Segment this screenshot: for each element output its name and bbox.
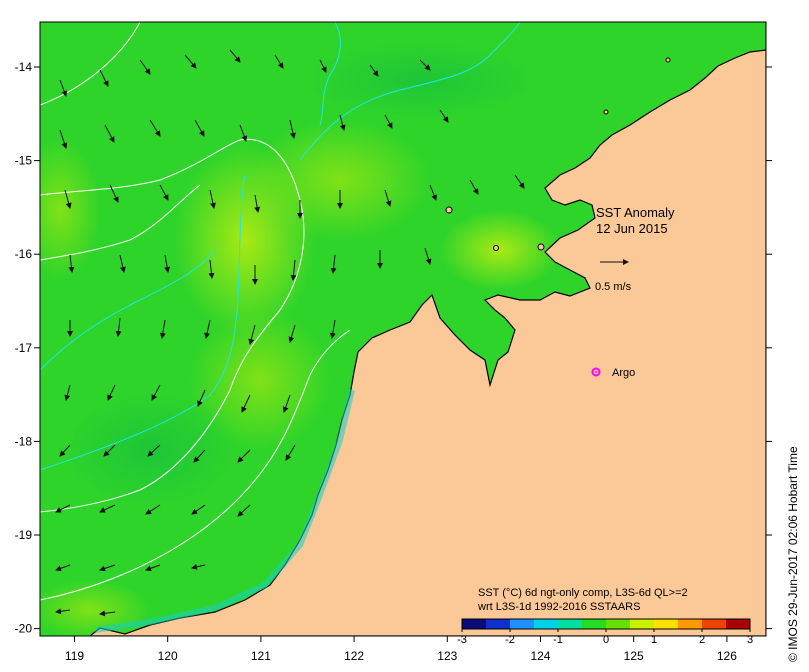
colorbar-tick-label: 2 — [699, 634, 705, 646]
colorbar-caption-line2: wrt L3S-1d 1992-2016 SSTAARS — [477, 601, 640, 613]
warm-patch — [190, 310, 330, 450]
colorbar-segment — [534, 619, 559, 629]
colorbar-segment — [654, 619, 679, 629]
colorbar-segment — [486, 619, 511, 629]
colorbar-segment — [678, 619, 703, 629]
colorbar-segment — [702, 619, 727, 629]
lat-tick-label: -20 — [15, 622, 33, 636]
lon-tick-label: 124 — [530, 649, 550, 663]
lat-axis: -14 -15 -16 -17 -18 -19 -20 — [15, 60, 772, 636]
cool-patch — [60, 390, 240, 510]
map-title-line2: 12 Jun 2015 — [596, 221, 668, 236]
colorbar-segment — [462, 619, 487, 629]
warm-patch — [250, 120, 430, 240]
plot-frame — [39, 21, 767, 637]
colorbar-caption-line1: SST (°C) 6d ngt-only comp, L3S-6d QL>=2 — [478, 587, 688, 599]
argo-marker — [591, 367, 601, 377]
lon-tick-label: 126 — [717, 649, 737, 663]
lat-tick-label: -19 — [15, 528, 33, 542]
lat-tick-label: -16 — [15, 247, 33, 261]
current-vectors — [55, 49, 629, 617]
colorbar-tick-label: 1 — [651, 634, 657, 646]
colorbar-segment — [630, 619, 655, 629]
colorbar-segment — [582, 619, 607, 629]
colorbar-segment — [726, 619, 751, 629]
lat-tick-label: -18 — [15, 434, 33, 448]
warm-patch — [440, 210, 560, 290]
lat-tick-label: -15 — [15, 154, 33, 168]
lon-tick-label: 123 — [437, 649, 457, 663]
colorbar-tick-label: -3 — [457, 634, 467, 646]
lon-axis: 119 120 121 122 123 124 125 126 — [65, 636, 737, 663]
islands — [445, 57, 671, 251]
vector-scale-label: 0.5 m/s — [595, 281, 632, 293]
plot-area — [40, 22, 766, 636]
lon-tick-label: 121 — [251, 649, 271, 663]
warm-patch — [40, 140, 100, 280]
colorbar-tick-label: 0 — [603, 634, 609, 646]
colorbar-tick-label: 3 — [747, 634, 753, 646]
argo-label: Argo — [612, 367, 635, 379]
colorbar-tick-label: -1 — [553, 634, 563, 646]
colorbar-tick-label: -2 — [505, 634, 515, 646]
cool-patch — [300, 40, 540, 120]
isotherm-contours — [40, 22, 521, 601]
lat-tick-label: -14 — [15, 60, 33, 74]
map-title-line1: SST Anomaly — [596, 205, 675, 220]
colorbar-segment — [510, 619, 535, 629]
coastal-cool-band — [94, 389, 355, 633]
colorbar-segment — [606, 619, 631, 629]
lon-tick-label: 125 — [624, 649, 644, 663]
lon-tick-label: 122 — [344, 649, 364, 663]
credit-text: © IMOS 29-Jun-2017 02:06 Hobart Time — [786, 446, 800, 662]
lon-tick-label: 120 — [158, 649, 178, 663]
colorbar-segment — [558, 619, 583, 629]
colorbar-ticks: -3 -2 -1 0 1 2 3 — [457, 629, 753, 646]
lon-tick-label: 119 — [65, 649, 84, 663]
colorbar — [461, 618, 751, 630]
lat-tick-label: -17 — [15, 341, 33, 355]
